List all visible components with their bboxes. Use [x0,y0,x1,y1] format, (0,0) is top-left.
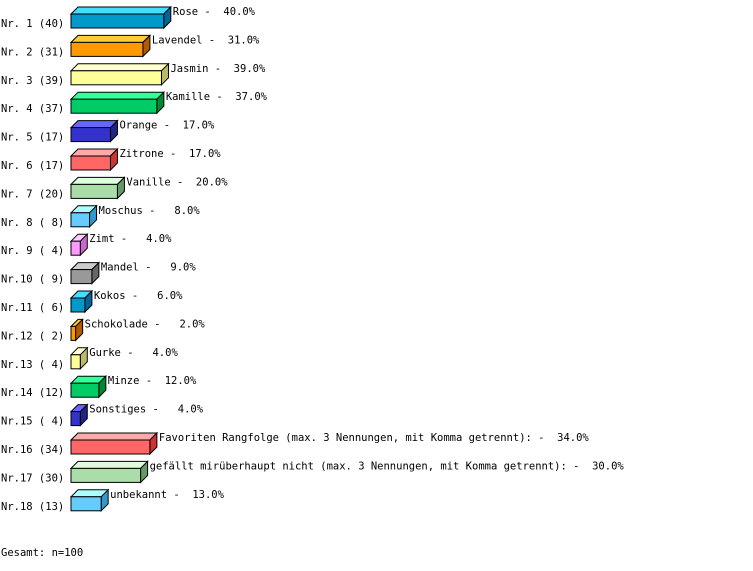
value-label: Kamille - 37.0% [166,91,268,103]
row-label: Nr. 9 ( 4) [1,245,64,257]
bar-top [69,176,126,185]
row-label: Nr. 6 (17) [1,160,64,172]
bar-top [69,6,173,15]
bar-top [69,91,166,100]
bar-top [69,63,170,72]
bar-top [69,432,159,441]
bar [70,325,77,341]
row-label: Nr. 8 ( 8) [1,217,64,229]
bar-chart: Nr. 1 (40) Rose - 40.0% Nr. 2 (31) Lavendel… [1,5,625,513]
value-label: Mandel - 9.0% [101,262,197,274]
row-label: Nr.10 ( 9) [1,274,64,286]
bar [70,240,81,256]
bar [70,354,81,370]
row-label: Nr. 1 (40) [1,18,64,30]
value-label: Gurke - 4.0% [89,347,178,359]
value-label: Favoriten Rangfolge (max. 3 Nennungen, m… [159,432,590,444]
value-label: gefällt mirüberhaupt nicht (max. 3 Nennu… [150,460,625,472]
row-label: Nr.11 ( 6) [1,302,64,314]
value-label: Schokolade - 2.0% [85,318,206,330]
bar [70,70,162,86]
value-label: Zimt - 4.0% [89,233,172,245]
bar [70,183,118,199]
row-label: Nr. 5 (17) [1,132,64,144]
value-label: Vanille - 20.0% [126,176,228,188]
bar [70,41,144,57]
row-label: Nr. 4 (37) [1,103,64,115]
bar [70,496,102,512]
row-label: Nr.14 (12) [1,387,64,399]
bar [70,98,158,114]
bar [70,411,81,427]
bar [70,127,111,143]
value-label: Moschus - 8.0% [99,205,201,217]
value-label: unbekannt - 13.0% [110,489,224,501]
value-label: Zitrone - 17.0% [119,148,221,160]
bar [70,297,86,313]
value-label: Orange - 17.0% [119,120,215,132]
bar-top [69,120,119,129]
bar [70,13,165,29]
row-label: Nr. 3 (39) [1,75,64,87]
value-label: Sonstiges - 4.0% [89,404,203,416]
row-label: Nr.17 (30) [1,472,64,484]
bar-top [69,148,119,157]
bar [70,155,111,171]
bar-top [69,460,149,469]
bar [70,269,93,285]
value-label: Jasmin - 39.0% [170,63,266,75]
value-label: Kokos - 6.0% [94,290,183,302]
row-label: Nr.15 ( 4) [1,416,64,428]
value-label: Lavendel - 31.0% [152,34,260,46]
bar [70,467,142,483]
value-label: Rose - 40.0% [173,6,256,18]
bar-top [69,34,152,43]
row-label: Nr. 7 (20) [1,188,64,200]
row-label: Nr.18 (13) [1,501,64,513]
bar [70,382,100,398]
row-label: Nr. 2 (31) [1,46,64,58]
bar [70,212,91,228]
row-label: Nr.16 (34) [1,444,64,456]
row-label: Nr.12 ( 2) [1,330,64,342]
bar [70,439,151,455]
total-label: Gesamt: n=100 [1,547,84,559]
row-label: Nr.13 ( 4) [1,359,64,371]
value-label: Minze - 12.0% [108,375,197,387]
